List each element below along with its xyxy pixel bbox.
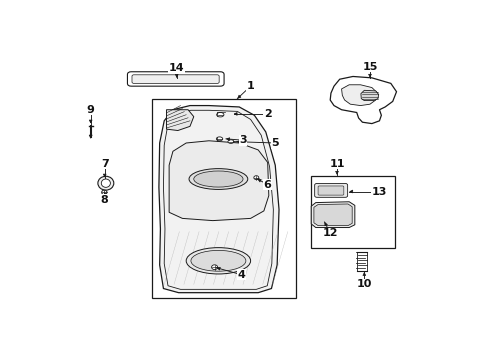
FancyBboxPatch shape [127,72,224,86]
Ellipse shape [193,171,243,187]
Ellipse shape [227,140,233,143]
Text: 7: 7 [101,159,108,169]
Text: 6: 6 [263,180,271,190]
Polygon shape [169,141,268,221]
Bar [311,176,394,248]
FancyBboxPatch shape [317,186,343,195]
FancyBboxPatch shape [314,184,347,197]
Text: 10: 10 [356,279,371,289]
Text: 14: 14 [168,63,184,73]
Ellipse shape [216,112,224,117]
Text: 12: 12 [322,228,337,238]
Text: 13: 13 [371,186,386,197]
Ellipse shape [190,251,245,271]
Text: 11: 11 [328,159,344,169]
Text: 5: 5 [271,138,279,148]
Polygon shape [341,85,377,105]
Polygon shape [159,105,279,293]
Polygon shape [311,202,354,228]
Ellipse shape [102,190,107,194]
Text: 8: 8 [101,195,108,205]
Ellipse shape [98,176,114,190]
Ellipse shape [101,179,110,187]
Text: 15: 15 [362,62,377,72]
Bar [152,99,295,298]
Polygon shape [329,76,396,123]
Text: 2: 2 [263,109,271,119]
Polygon shape [166,110,193,131]
Ellipse shape [216,137,222,141]
Text: 1: 1 [246,81,254,91]
FancyBboxPatch shape [132,75,219,84]
Text: 9: 9 [86,105,95,115]
Text: 3: 3 [239,135,246,145]
Ellipse shape [211,265,217,270]
Polygon shape [360,90,378,100]
Ellipse shape [189,168,247,189]
Polygon shape [313,204,351,226]
Text: 4: 4 [237,270,244,280]
Ellipse shape [186,248,250,274]
Ellipse shape [253,176,258,180]
